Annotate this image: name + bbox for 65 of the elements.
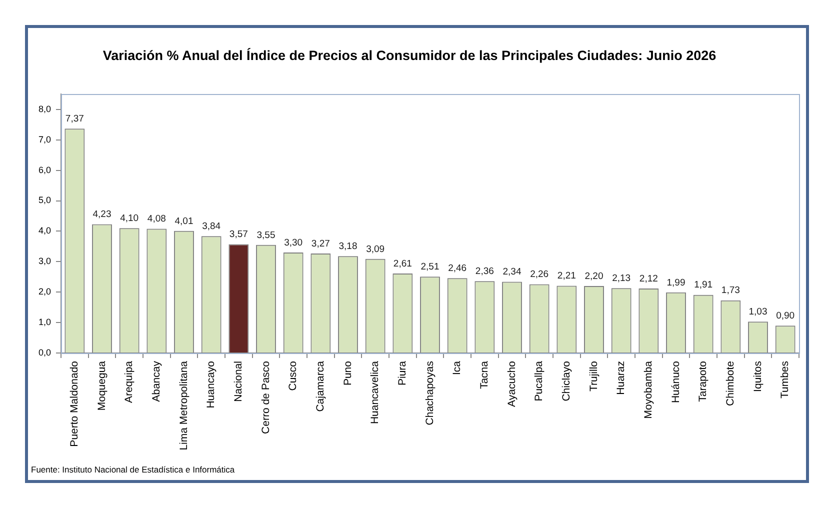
data-label: 1,73 <box>721 285 740 296</box>
x-tick-label: Puerto Maldonado <box>68 360 81 447</box>
y-tick-label: 0,0 <box>38 347 51 358</box>
x-tick-label: Cajamarca <box>314 360 327 412</box>
x-tick-label: Chachapoyas <box>424 361 436 426</box>
data-label: 0,90 <box>776 310 795 322</box>
x-tick-label: Iquitos <box>752 361 764 392</box>
x-tick-label: Nacional <box>232 361 245 402</box>
data-label: 2,12 <box>639 273 658 284</box>
x-tick-label: Tarapoto <box>697 360 710 402</box>
x-tick-label: Chimbote <box>724 360 737 406</box>
data-label: 2,21 <box>557 270 576 282</box>
y-tick-label: 2,0 <box>38 286 51 297</box>
data-label: 3,30 <box>284 237 303 248</box>
data-label: 2,61 <box>393 258 412 270</box>
data-label: 3,09 <box>366 244 385 255</box>
x-tick-label: Huancavelica <box>369 360 382 424</box>
data-label: 4,01 <box>174 216 194 227</box>
x-tick-label: Ica <box>451 360 464 376</box>
x-tick-label: Pucallpa <box>533 360 546 402</box>
x-tick-label: Huánuco <box>670 360 682 404</box>
chart-title: Variación % Anual del Índice de Precios al Consumidor de las Principales Ciudades: Junio 2026 <box>102 48 717 63</box>
x-tick-label: Huaraz <box>615 361 628 395</box>
data-label: 3,18 <box>338 241 358 252</box>
data-label: 3,27 <box>311 238 330 250</box>
data-label: 7,37 <box>65 113 84 124</box>
x-tick-label: Huancayo <box>205 360 218 408</box>
x-tick-label: Moquegua <box>96 360 108 411</box>
x-tick-label: Cerro de Pasco <box>260 360 272 434</box>
y-tick-label: 6,0 <box>38 164 51 175</box>
y-tick-label: 3,0 <box>38 256 51 266</box>
data-label: 3,84 <box>202 220 221 232</box>
x-tick-label: Ayacucho <box>506 360 518 407</box>
x-tick-label: Cusco <box>287 360 300 391</box>
source-note: Fuente: Instituto Nacional de Estadística e Informática <box>31 464 235 474</box>
data-label: 4,08 <box>147 214 166 225</box>
y-tick-label: 1,0 <box>38 317 51 328</box>
x-tick-label: Abancay <box>150 360 163 402</box>
data-label: 1,03 <box>748 306 768 318</box>
y-tick-label: 4,0 <box>38 226 51 236</box>
data-label: 3,57 <box>229 229 248 240</box>
x-tick-label: Moyobamba <box>642 360 655 419</box>
x-tick-label: Piura <box>396 360 409 386</box>
data-label: 2,26 <box>530 269 549 280</box>
x-tick-label: Tacna <box>478 360 491 390</box>
y-tick-label: 5,0 <box>38 195 51 206</box>
y-tick-label: 7,0 <box>38 134 51 144</box>
data-label: 2,36 <box>475 266 494 278</box>
data-label: 4,23 <box>92 209 112 220</box>
data-label: 2,51 <box>420 261 440 272</box>
x-tick-label: Arequipa <box>123 360 136 404</box>
data-label: 1,91 <box>694 280 713 291</box>
data-label: 3,55 <box>256 230 276 241</box>
data-label: 2,20 <box>584 270 604 282</box>
data-label: 2,46 <box>448 262 467 274</box>
data-label: 1,99 <box>666 277 686 288</box>
data-label: 2,34 <box>502 266 522 278</box>
data-label: 4,10 <box>120 213 139 224</box>
x-tick-label: Puno <box>342 360 354 386</box>
x-tick-label: Chiclayo <box>560 360 573 402</box>
data-label: 2,13 <box>612 273 631 284</box>
y-tick-label: 8,0 <box>38 104 51 114</box>
x-tick-label: Lima Metropolitana <box>178 360 190 450</box>
x-tick-label: Tumbes <box>779 361 792 399</box>
x-tick-label: Trujillo <box>588 360 600 392</box>
